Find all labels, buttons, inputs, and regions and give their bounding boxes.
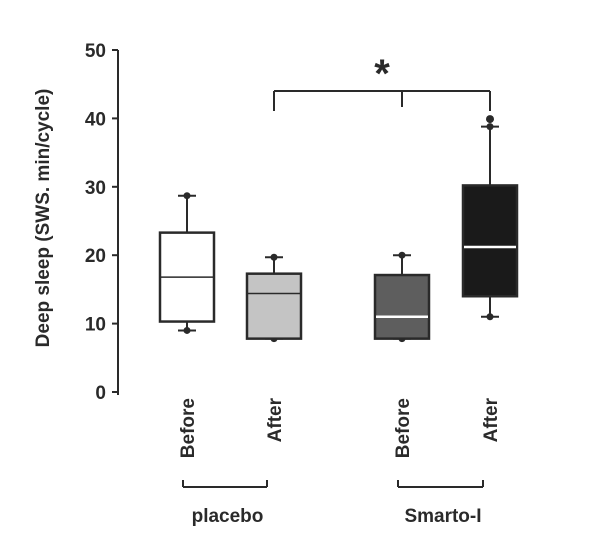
group-smarto-i: Smarto-I xyxy=(397,480,484,527)
iqr-box xyxy=(461,184,519,298)
group-label: Smarto-I xyxy=(404,506,481,527)
whisker-end-dot xyxy=(183,192,191,200)
box-placebo-before xyxy=(158,192,216,334)
y-tick-label: 20 xyxy=(85,246,106,267)
y-tick-label: 30 xyxy=(85,178,106,199)
whisker-end-dot xyxy=(183,326,191,334)
significance-star: * xyxy=(374,52,390,96)
boxes xyxy=(158,115,519,343)
category-label-before: Before xyxy=(178,398,199,458)
outlier-point xyxy=(486,115,494,124)
y-tick-label: 40 xyxy=(85,109,106,130)
whisker-end-dot xyxy=(270,253,278,261)
category-label-after: After xyxy=(481,397,502,442)
y-tick-label: 10 xyxy=(85,315,106,336)
category-label-after: After xyxy=(265,397,286,442)
category-labels: Before After Before After xyxy=(178,397,502,458)
iqr-box xyxy=(373,273,431,340)
box-smarto-i-after xyxy=(461,115,519,321)
y-axis-label: Deep sleep (SWS. min/cycle) xyxy=(33,89,54,348)
y-tick-label: 0 xyxy=(95,383,106,404)
whisker-end-dot xyxy=(486,313,494,321)
box-smarto-i-before xyxy=(373,251,431,343)
y-tick-label: 50 xyxy=(85,41,106,62)
group-placebo: placebo xyxy=(182,480,268,527)
iqr-box xyxy=(245,272,303,340)
group-label: placebo xyxy=(192,506,264,527)
whisker-end-dot xyxy=(398,251,406,259)
group-labels: placebo Smarto-I xyxy=(182,480,484,527)
whisker-end-dot xyxy=(486,123,494,131)
y-ticks: 0 10 20 30 40 50 xyxy=(85,41,118,404)
significance-bracket: * xyxy=(273,52,491,111)
box-placebo-after xyxy=(245,253,303,343)
category-label-before: Before xyxy=(393,398,414,458)
